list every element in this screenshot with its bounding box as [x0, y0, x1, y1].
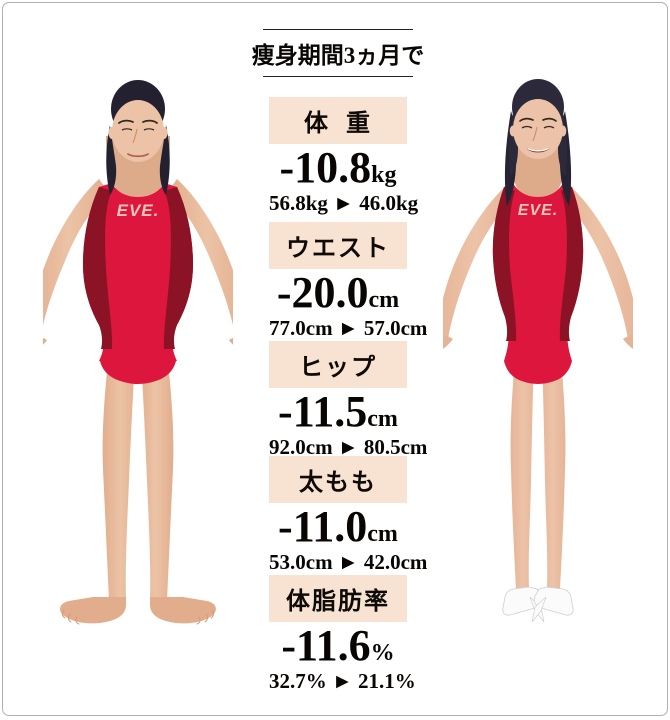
- svg-text:EVE.: EVE.: [518, 202, 558, 219]
- svg-text:EVE.: EVE.: [117, 201, 160, 220]
